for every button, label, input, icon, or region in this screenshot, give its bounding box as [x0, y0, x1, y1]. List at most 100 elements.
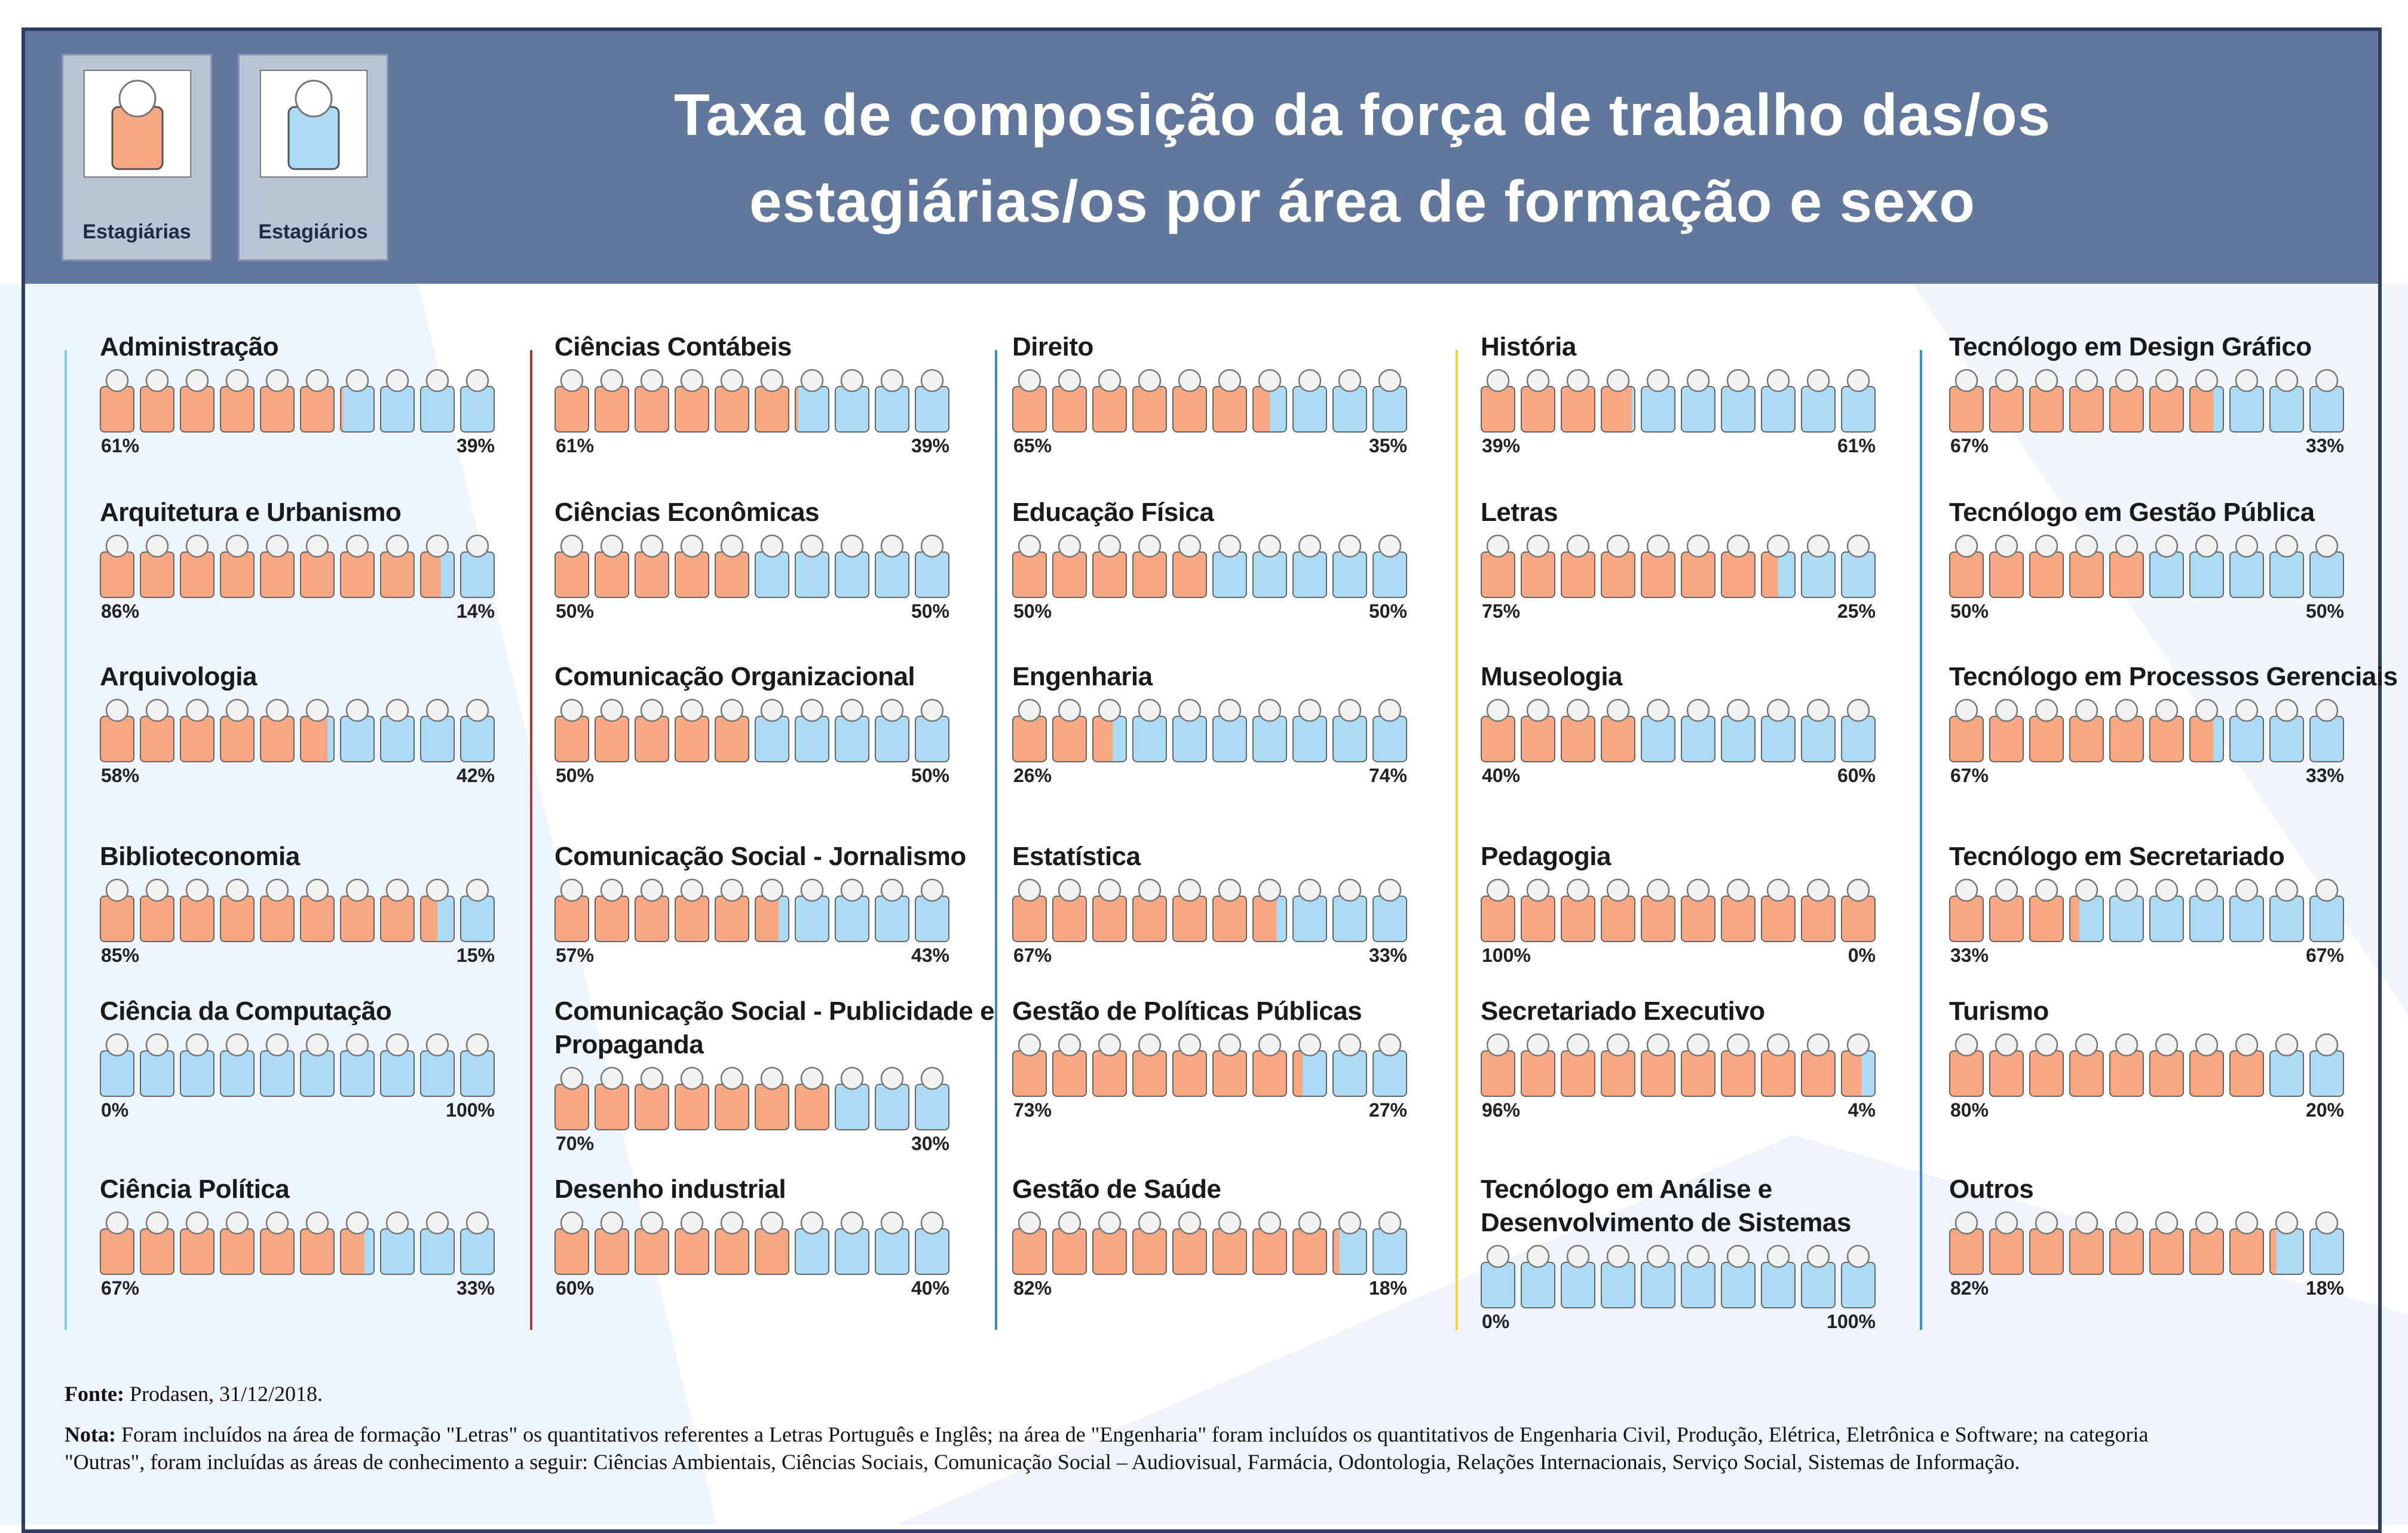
- chart: Museologia 40% 60%: [1481, 660, 1941, 793]
- figure-head: [265, 534, 289, 558]
- figure-head: [2035, 369, 2058, 393]
- figure-head: [425, 369, 449, 393]
- figure-head: [800, 534, 824, 558]
- figure-head: [465, 878, 489, 902]
- chart: Tecnólogo em Secretariado 33% 67%: [1949, 840, 2408, 973]
- figure-head: [2315, 698, 2339, 722]
- figures: [1012, 896, 1407, 942]
- figure-head: [2115, 698, 2139, 722]
- figure-head: [105, 534, 129, 558]
- figure-head: [1258, 698, 1282, 722]
- figure-head: [1995, 534, 2018, 558]
- figure-head: [185, 369, 209, 393]
- figure-head: [1846, 369, 1870, 393]
- figure-head: [2075, 1211, 2098, 1235]
- chart-title: Gestão de Saúde: [1012, 1175, 1221, 1204]
- figure-head: [425, 1211, 449, 1235]
- figure-head: [105, 1211, 129, 1235]
- female-label: 39%: [1482, 435, 1520, 456]
- figure-head: [1686, 534, 1710, 558]
- female-share: [1012, 896, 1277, 942]
- male-label: 60%: [1837, 765, 1876, 786]
- figure-head: [1058, 369, 1082, 393]
- female-label: 73%: [1013, 1099, 1052, 1121]
- pictogram: 67% 33%: [100, 1211, 495, 1299]
- figure-head: [105, 698, 129, 722]
- figure-head: [1646, 698, 1670, 722]
- figure-head: [1566, 698, 1590, 722]
- figure-head: [1486, 878, 1510, 902]
- chart: Arquivologia 58% 42%: [100, 660, 560, 793]
- figure-head: [600, 369, 624, 393]
- figure-head: [2275, 878, 2299, 902]
- female-share: [1481, 552, 1778, 597]
- figure-head: [1218, 878, 1242, 902]
- figure-head: [1486, 534, 1510, 558]
- figure-head: [1138, 1033, 1162, 1057]
- chart-title: Tecnólogo em Análise e Desenvolvimento d…: [1481, 1175, 1851, 1237]
- figure-head: [600, 1066, 624, 1090]
- male-share: [1632, 387, 1876, 432]
- female-label: 33%: [1950, 945, 1989, 966]
- figure-head: [1218, 698, 1242, 722]
- chart-title: Ciência Política: [100, 1175, 290, 1204]
- female-share: [1949, 387, 2214, 432]
- pictogram: 96% 4%: [1481, 1033, 1876, 1121]
- figure-head: [2235, 698, 2259, 722]
- note: Foram incluídos na área de formação "Let…: [65, 1422, 2149, 1474]
- figure-head: [1566, 1244, 1590, 1268]
- figure-head: [305, 878, 329, 902]
- male-share: [755, 552, 949, 597]
- figure-head: [1138, 1211, 1162, 1235]
- note-label: Nota:: [65, 1422, 116, 1446]
- figures: [1012, 1229, 1407, 1274]
- figure-head: [145, 878, 169, 902]
- figure-head: [2235, 369, 2259, 393]
- figure-head: [1018, 1033, 1041, 1057]
- chart: Letras 75% 25%: [1481, 496, 1941, 629]
- chart-title: Pedagogia: [1481, 842, 1612, 871]
- female-label: 96%: [1482, 1099, 1520, 1121]
- pictogram: 26% 74%: [1012, 698, 1407, 786]
- chart-title: Arquivologia: [100, 662, 257, 691]
- chart-title: Ciências Contábeis: [554, 332, 792, 361]
- figure-head: [840, 878, 864, 902]
- female-label: 70%: [556, 1133, 594, 1154]
- figure-head: [1766, 698, 1790, 722]
- figure-head: [1526, 698, 1550, 722]
- figure-head: [1178, 534, 1202, 558]
- male-label: 18%: [1369, 1277, 1407, 1299]
- figure-head: [2155, 1211, 2179, 1235]
- figure-head: [1726, 534, 1750, 558]
- male-label: 33%: [457, 1277, 495, 1299]
- figure-head: [1606, 1033, 1630, 1057]
- female-share: [554, 552, 755, 597]
- male-label: 4%: [1848, 1099, 1876, 1121]
- female-label: 58%: [101, 765, 139, 786]
- figure-head: [1726, 369, 1750, 393]
- figure-head: [1806, 1244, 1830, 1268]
- male-share: [1212, 552, 1407, 597]
- column-divider: [530, 350, 532, 1330]
- figure-head: [145, 698, 169, 722]
- figure-head: [1995, 1211, 2018, 1235]
- figure-head: [1766, 878, 1790, 902]
- chart: Tecnólogo em Design Gráfico 67% 33%: [1949, 330, 2408, 464]
- bg-shape: [1912, 284, 2408, 1016]
- figure-head: [760, 534, 784, 558]
- figure-head: [1378, 1211, 1402, 1235]
- column-divider: [995, 350, 997, 1330]
- figure-head: [1846, 1033, 1870, 1057]
- figure-head: [2235, 534, 2259, 558]
- figure-head: [720, 534, 744, 558]
- female-label: 67%: [101, 1277, 139, 1299]
- figure-head: [1218, 369, 1242, 393]
- chart: Desenho industrial 60% 40%: [554, 1173, 1015, 1306]
- figure-head: [185, 698, 209, 722]
- figure-head: [1606, 698, 1630, 722]
- female-label: 67%: [1950, 435, 1989, 456]
- figure-head: [720, 1211, 744, 1235]
- chart-title: Outros: [1949, 1175, 2034, 1204]
- figure-head: [1526, 1033, 1550, 1057]
- chart: Comunicação Social - Jornalismo 57% 43%: [554, 840, 1015, 973]
